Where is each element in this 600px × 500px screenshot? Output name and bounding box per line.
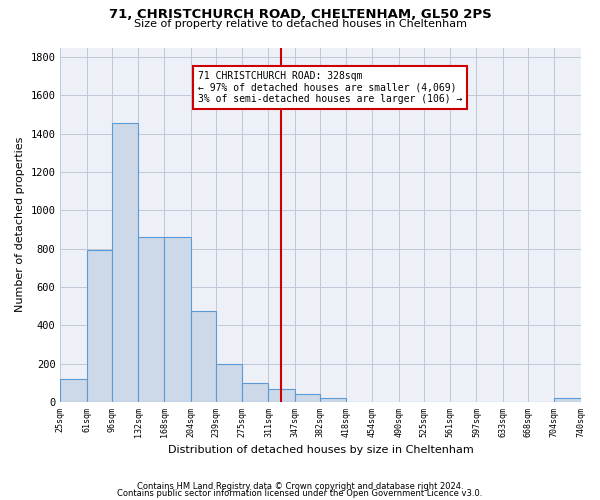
- X-axis label: Distribution of detached houses by size in Cheltenham: Distribution of detached houses by size …: [167, 445, 473, 455]
- Bar: [295, 394, 320, 402]
- Text: 71 CHRISTCHURCH ROAD: 328sqm
← 97% of detached houses are smaller (4,069)
3% of : 71 CHRISTCHURCH ROAD: 328sqm ← 97% of de…: [198, 70, 463, 104]
- Y-axis label: Number of detached properties: Number of detached properties: [15, 137, 25, 312]
- Bar: [191, 311, 216, 402]
- Bar: [61, 379, 86, 402]
- Text: Contains public sector information licensed under the Open Government Licence v3: Contains public sector information licen…: [118, 489, 482, 498]
- Text: 71, CHRISTCHURCH ROAD, CHELTENHAM, GL50 2PS: 71, CHRISTCHURCH ROAD, CHELTENHAM, GL50 …: [109, 8, 491, 21]
- Text: Contains HM Land Registry data © Crown copyright and database right 2024.: Contains HM Land Registry data © Crown c…: [137, 482, 463, 491]
- Bar: [268, 390, 295, 402]
- Text: Size of property relative to detached houses in Cheltenham: Size of property relative to detached ho…: [133, 19, 467, 29]
- Bar: [164, 236, 191, 402]
- Bar: [242, 382, 268, 402]
- Bar: [112, 123, 138, 402]
- Bar: [320, 398, 346, 402]
- Bar: [138, 236, 164, 402]
- Bar: [554, 398, 581, 402]
- Bar: [86, 250, 112, 402]
- Bar: [216, 364, 242, 402]
